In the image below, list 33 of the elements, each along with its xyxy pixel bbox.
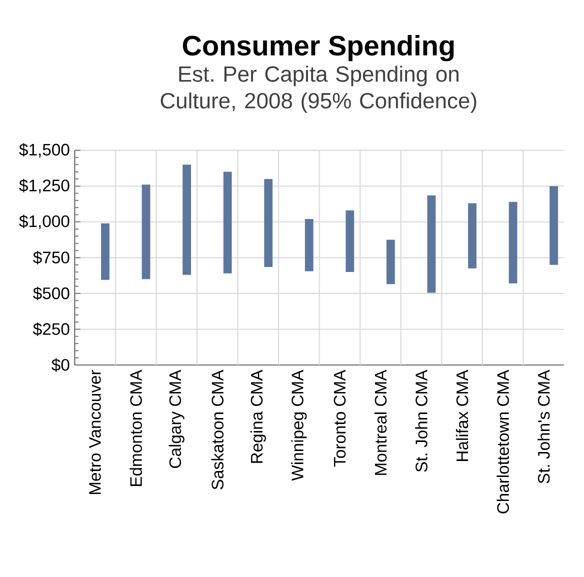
x-tick-label: Edmonton CMA [130,370,142,486]
x-tick-label: Charlottetown CMA [496,370,509,514]
y-tick-label: $1,250 [19,178,70,194]
bar [550,186,558,265]
bar [427,195,436,293]
bar [101,223,110,280]
x-tick-label: Toronto CMA [334,370,346,467]
y-tick-label: $1,000 [19,214,70,230]
x-tick-label: Montreal CMA [374,370,387,475]
x-tick-label: Calgary CMA [168,370,184,468]
x-tick-label: Regina CMA [250,370,266,463]
x-tick-label: Halifax CMA [456,370,468,461]
bar [223,172,232,274]
y-tick-label: $0 [52,358,70,372]
y-tick-label: $750 [33,250,70,264]
y-tick-label: $500 [33,286,70,300]
x-tick-label: Metro Vancouver [89,370,101,494]
x-tick-label: Saskatoon CMA [211,370,224,490]
chart-title: Consumer Spending [182,35,454,62]
y-tick-label: $1,500 [19,143,70,158]
bar [142,184,150,280]
bar [508,202,518,284]
chart-subtitle: Est. Per Capita Spending on Culture, 2008 (95% Confidence) [160,66,476,113]
x-tick-label: St. John CMA [415,370,428,472]
x-tick-label: St. John's CMA [537,370,550,484]
bar [182,164,191,275]
y-tick-label: $250 [33,322,70,336]
bar [264,178,273,267]
bar [386,240,395,284]
x-tick-label: Winnipeg CMA [291,370,307,481]
bar [468,203,476,268]
bar [304,219,314,272]
bar [346,210,354,272]
